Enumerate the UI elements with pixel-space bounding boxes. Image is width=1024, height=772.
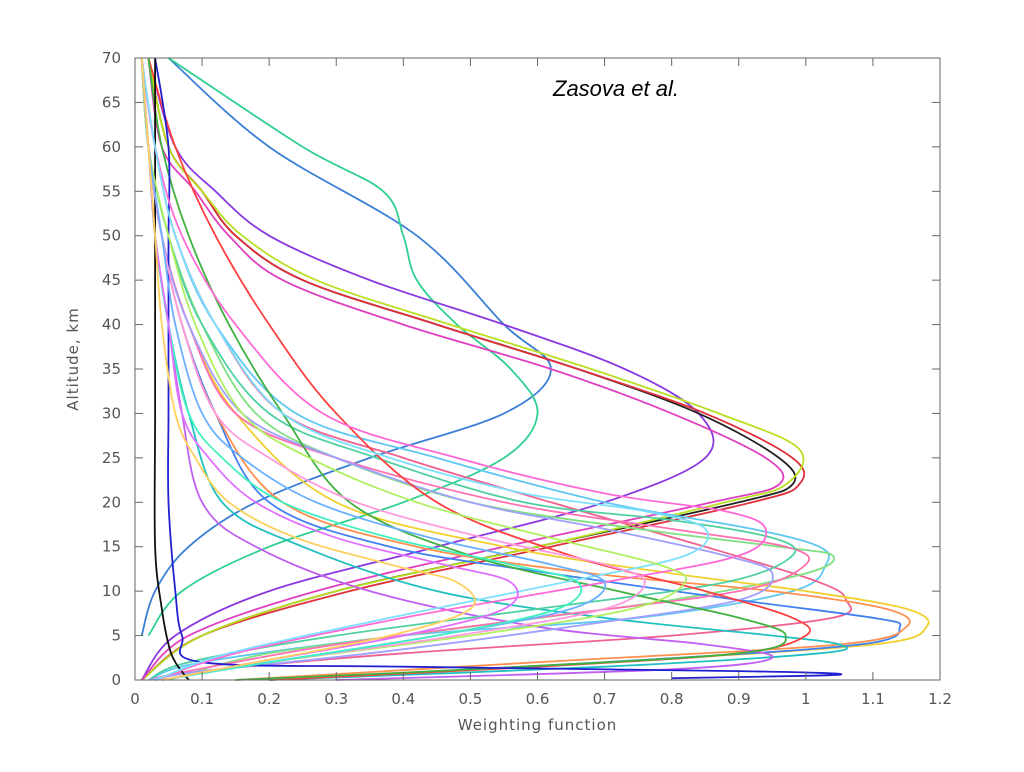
- y-tick-label-8: 40: [102, 316, 121, 334]
- series-line-0: [140, 57, 552, 636]
- y-tick-label-7: 35: [102, 360, 121, 378]
- series-line-11: [140, 57, 902, 681]
- series-line-20: [154, 57, 843, 680]
- plot-frame: [134, 57, 941, 681]
- series-line-12: [140, 57, 911, 681]
- y-tick-label-6: 30: [102, 404, 121, 422]
- y-tick-label-5: 25: [102, 449, 121, 467]
- x-tick-label-12: 1.2: [928, 690, 952, 708]
- y-tick-label-4: 20: [102, 493, 121, 511]
- annotation-zasova: Zasova et al.: [552, 76, 679, 101]
- y-tick-label-11: 55: [102, 182, 121, 200]
- y-tick-label-0: 0: [111, 671, 121, 689]
- series-line-26: [140, 57, 607, 681]
- x-tick-label-4: 0.4: [391, 690, 415, 708]
- series-line-4: [141, 57, 806, 681]
- x-tick-label-8: 0.8: [660, 690, 684, 708]
- y-tick-label-12: 60: [102, 138, 121, 156]
- series-line-19: [147, 57, 787, 681]
- series-line-24: [140, 57, 688, 681]
- series-line-2: [140, 57, 715, 681]
- ticks-layer: 0 0.1 0.2 0.3 0.4 0.5 0.6 0.7 0.8 0.9 1 1.1 1.2 0 5 10 1…: [102, 49, 952, 708]
- y-tick-label-2: 10: [102, 582, 121, 600]
- series-line-29: [140, 57, 476, 681]
- y-tick-label-9: 45: [102, 271, 121, 289]
- series-line-14: [140, 57, 774, 681]
- series-line-21: [153, 58, 190, 681]
- x-tick-label-2: 0.2: [257, 690, 281, 708]
- series-line-22: [140, 57, 768, 681]
- x-tick-label-1: 0.1: [190, 690, 214, 708]
- y-tick-label-14: 70: [102, 49, 121, 67]
- x-tick-label-11: 1.1: [861, 690, 885, 708]
- series-line-25: [140, 57, 646, 681]
- y-axis-title: Altitude, km: [64, 307, 82, 410]
- series-line-7: [140, 57, 830, 681]
- x-tick-label-9: 0.9: [727, 690, 751, 708]
- series-line-6: [141, 57, 785, 681]
- series-line-5: [141, 57, 805, 681]
- y-tick-label-3: 15: [102, 538, 121, 556]
- x-axis-title: Weighting function: [458, 716, 618, 734]
- series-line-16: [140, 57, 797, 681]
- x-tick-label-5: 0.5: [458, 690, 482, 708]
- series-line-10: [140, 57, 930, 681]
- series-line-23: [140, 57, 710, 681]
- y-tick-label-13: 65: [102, 93, 121, 111]
- curves-layer: [140, 57, 930, 681]
- y-tick-label-1: 5: [111, 627, 121, 645]
- x-tick-label-0: 0: [130, 690, 140, 708]
- y-tick-label-10: 50: [102, 227, 121, 245]
- series-line-17: [140, 57, 774, 681]
- x-tick-label-7: 0.7: [593, 690, 617, 708]
- x-tick-label-10: 1: [801, 690, 811, 708]
- series-line-1: [147, 57, 539, 637]
- x-tick-label-6: 0.6: [526, 690, 550, 708]
- x-tick-label-3: 0.3: [324, 690, 348, 708]
